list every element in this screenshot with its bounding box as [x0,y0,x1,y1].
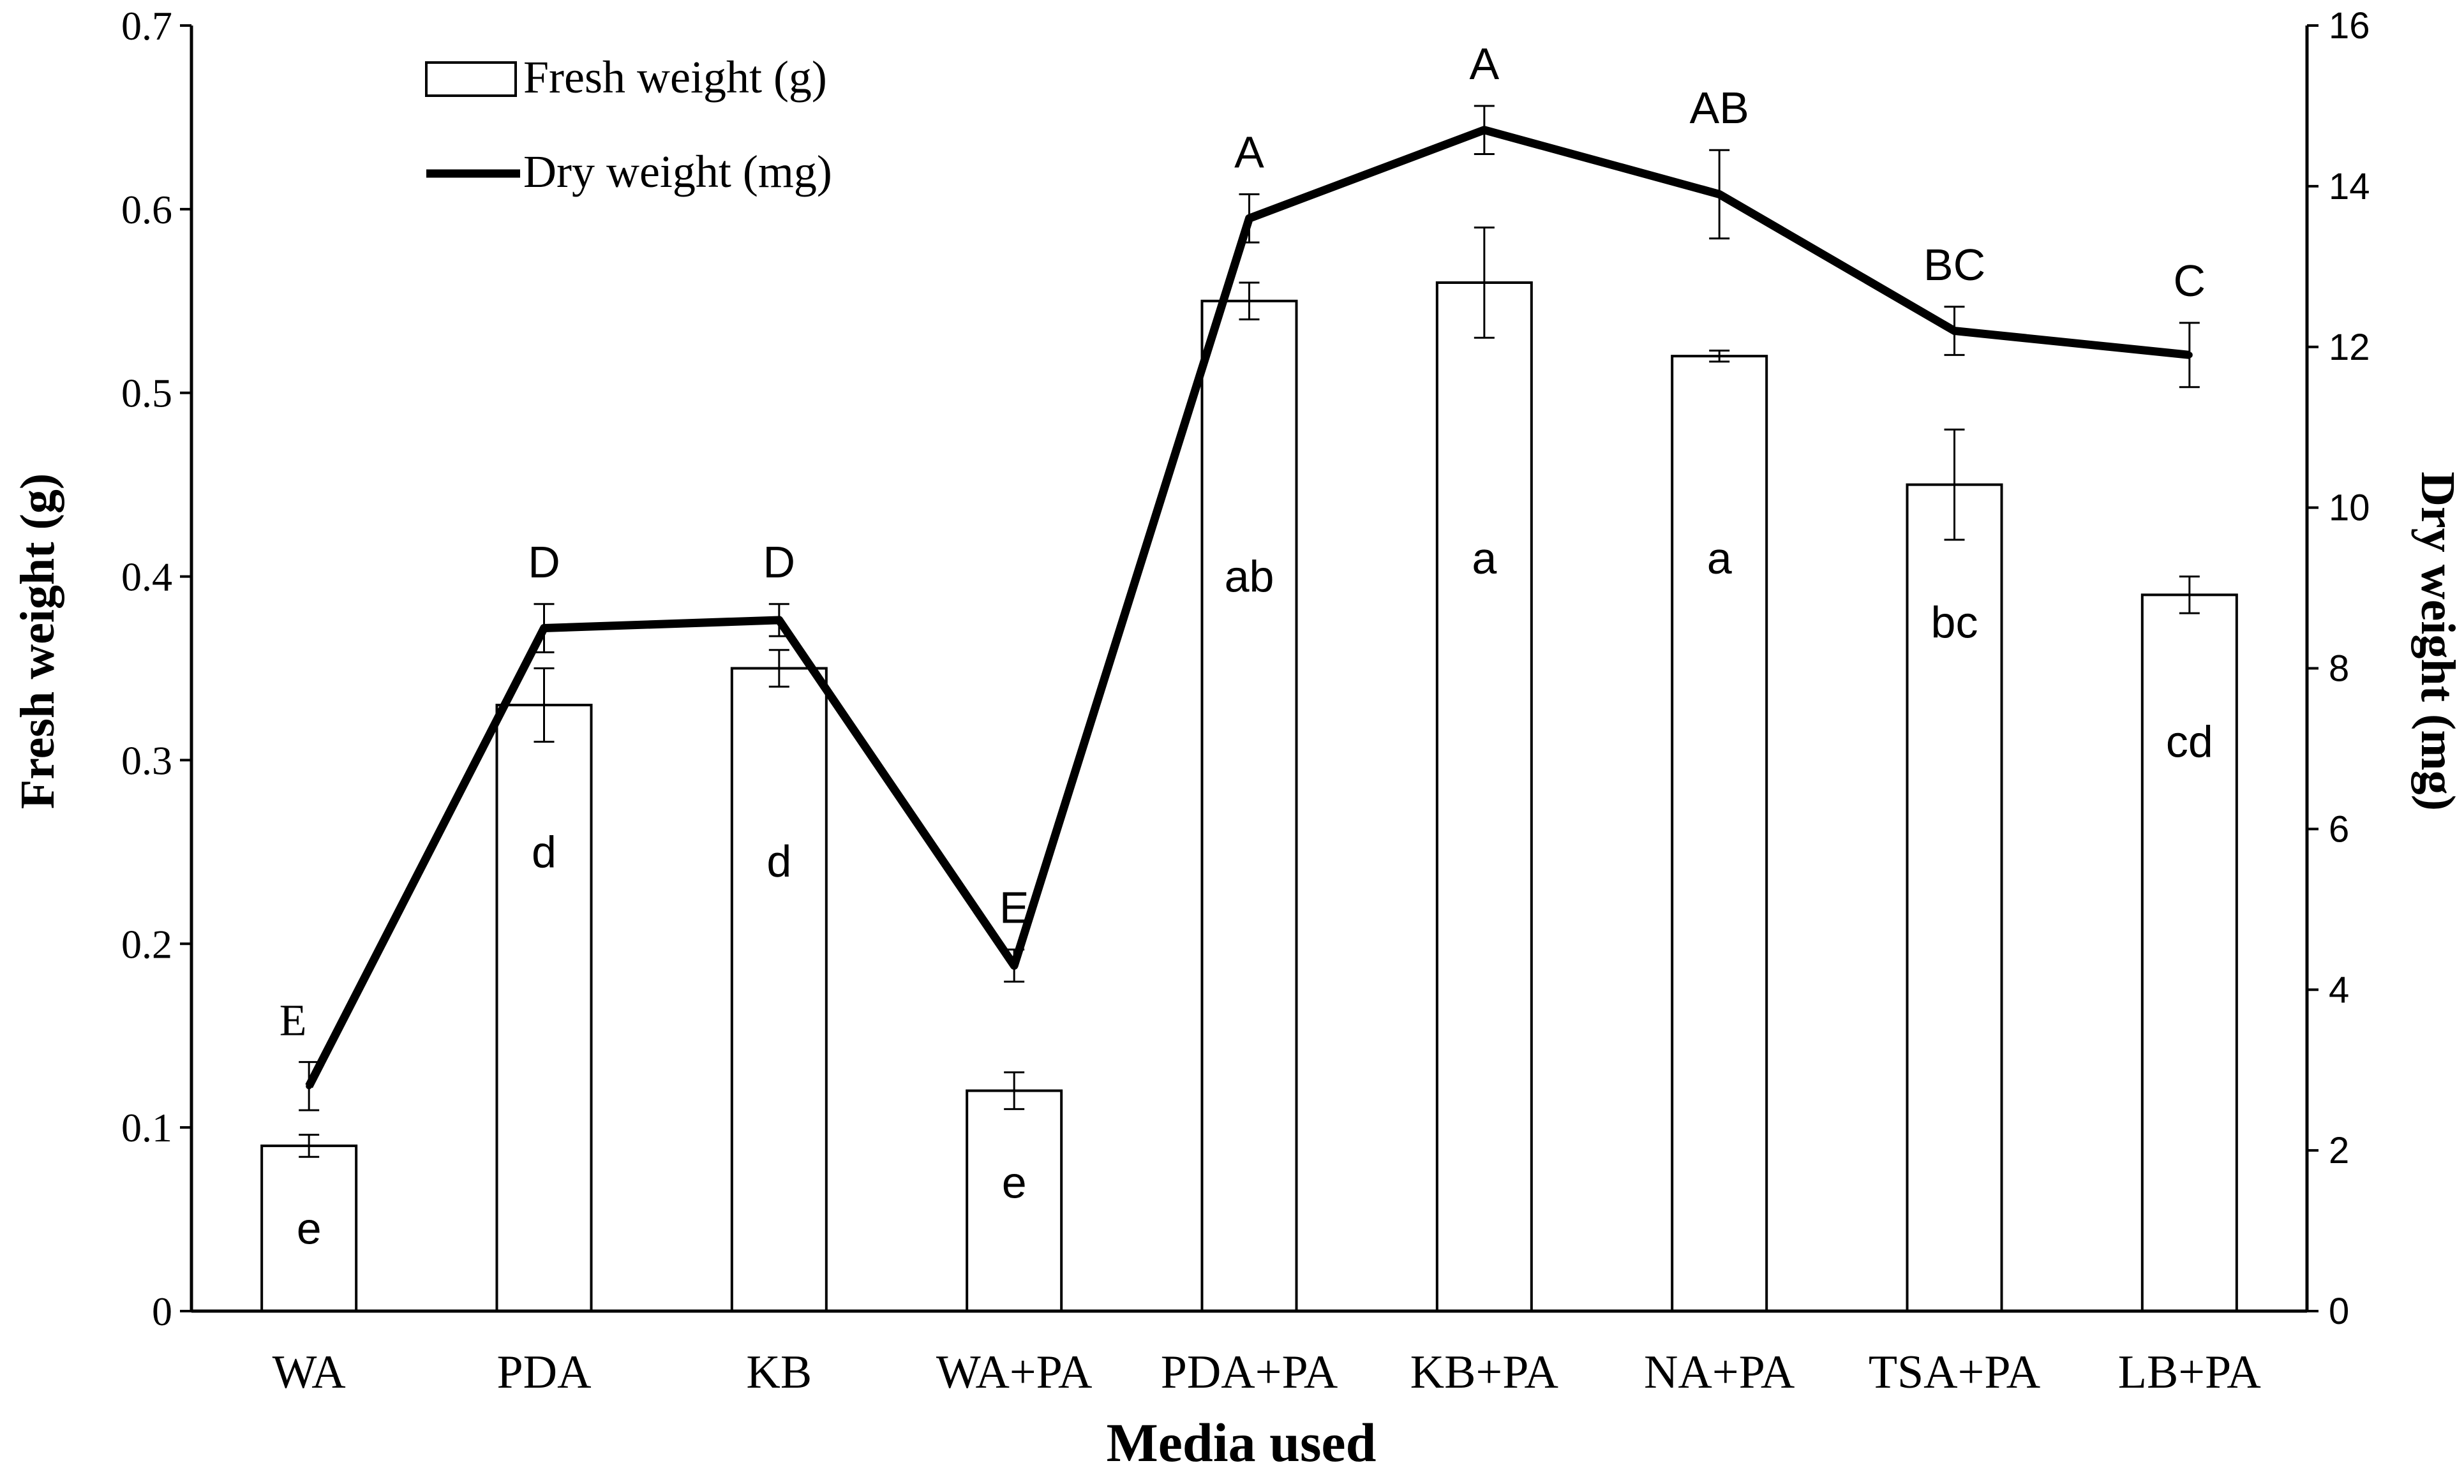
bar-lb-pa [2140,593,2238,1312]
bar-significance-letter: bc [1931,598,1978,648]
line-error-bar [768,603,789,637]
bar-tsa-pa [1906,483,2003,1313]
bar-significance-letter: e [1002,1158,1027,1208]
fresh-weight-letters: e d d e ab a a bc cd [297,533,2213,1254]
bar-significance-letter: d [766,836,791,886]
right-y-axis-title: Dry weight (mg) [2411,471,2464,811]
x-tick-label: KB+PA [1410,1346,1558,1399]
line-significance-letter: D [763,537,796,587]
line-error-bar [299,1061,320,1111]
bar-error-bar [1709,350,1730,363]
x-tick-label: WA+PA [936,1346,1093,1399]
right-tick-label: 12 [2329,327,2370,368]
right-tick-label: 4 [2329,969,2349,1011]
x-tick-label: WA [273,1346,346,1399]
x-tick-label: PDA+PA [1161,1346,1338,1399]
right-tick-label: 10 [2329,487,2370,529]
x-tick-label: PDA [497,1346,591,1399]
x-tick-label: NA+PA [1644,1346,1795,1399]
left-tick-label: 0.5 [121,371,172,416]
bar-na-pa [1671,355,1768,1313]
right-tick-label: 2 [2329,1130,2349,1171]
dry-weight-error-bars [299,105,2200,1111]
left-y-axis-title: Fresh weight (g) [11,473,64,809]
line-error-bar [2179,322,2200,389]
left-tick-label: 0.4 [121,554,172,600]
left-tick-label: 0.1 [121,1105,172,1150]
line-significance-letter: AB [1689,83,1749,133]
right-tick-label: 14 [2329,166,2370,207]
bar-error-bar [534,667,555,743]
bar-error-bar [299,1134,320,1158]
right-axis-ticks: 0 2 4 6 8 10 12 14 16 [2307,5,2370,1332]
bar-significance-letter: a [1472,533,1497,583]
bar-wa-pa [966,1089,1063,1312]
x-tick-label: TSA+PA [1869,1346,2040,1399]
bar-pda-pa [1200,299,1298,1312]
line-error-bar [1474,105,1495,155]
x-tick-label: KB [746,1346,812,1399]
x-axis-title: Media used [1107,1412,1377,1473]
legend-label-dry-weight: Dry weight (mg) [523,146,832,197]
legend-bar-swatch [425,61,517,97]
bar-error-bar [1944,428,1965,541]
bar-kb [730,667,828,1312]
fresh-weight-error-bars [299,226,2200,1158]
line-error-bar [534,603,555,653]
bar-significance-letter: cd [2166,717,2213,767]
line-significance-letter: E [999,882,1029,932]
line-error-bar [1709,149,1730,240]
bar-error-bar [1239,281,1260,321]
left-tick-label: 0.7 [121,3,172,48]
bar-error-bar [768,649,789,688]
line-error-bar [1239,193,1260,244]
bar-significance-letter: a [1707,533,1732,583]
line-significance-letter: D [528,537,560,587]
right-tick-label: 6 [2329,808,2349,850]
bar-error-bar [1474,226,1495,339]
left-tick-label: 0 [152,1289,172,1334]
line-significance-letter: C [2174,256,2206,306]
bar-error-bar [2179,575,2200,614]
left-tick-label: 0.6 [121,187,172,232]
line-significance-letter: A [1234,127,1264,177]
bar-error-bar [1004,1071,1025,1110]
legend-label-fresh-weight: Fresh weight (g) [523,52,827,103]
left-tick-label: 0.2 [121,921,172,967]
line-significance-letter: A [1469,39,1499,89]
line-significance-letter: BC [1923,240,1985,290]
dry-weight-letters: E D D E A A AB BC C [280,39,2206,1046]
bar-significance-letter: d [532,827,556,877]
x-tick-label: LB+PA [2118,1346,2261,1399]
x-axis-category-labels: WA PDA KB WA+PA PDA+PA KB+PA NA+PA TSA+PA LB+PA [273,1346,2261,1399]
bar-pda [495,704,593,1312]
bar-kb-pa [1435,281,1533,1312]
line-error-bar [1944,306,1965,356]
right-tick-label: 0 [2329,1291,2349,1332]
fresh-weight-bars [260,281,2238,1313]
line-error-bar [1004,948,1025,983]
bar-significance-letter: ab [1225,552,1274,602]
left-tick-label: 0.3 [121,738,172,783]
line-significance-letter: E [280,997,307,1046]
legend: Fresh weight (g) Dry weight (mg) [425,52,832,197]
left-axis-ticks: 0 0.1 0.2 0.3 0.4 0.5 0.6 0.7 [121,3,191,1334]
bar-significance-letter: e [297,1203,322,1253]
right-tick-label: 8 [2329,648,2349,690]
bar-wa [260,1144,358,1313]
right-tick-label: 16 [2329,5,2370,47]
